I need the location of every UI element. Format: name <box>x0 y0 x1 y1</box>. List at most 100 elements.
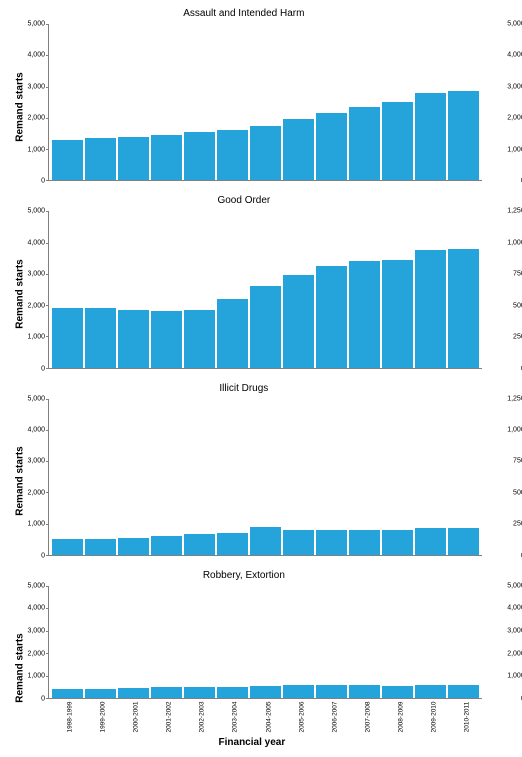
plot-column: 01,0002,0003,0004,0005,000 <box>502 24 522 189</box>
panel-body: 01,0002,0003,0004,0005,000 <box>486 24 522 189</box>
chart-panel: Other Threatening02505007501,0001,250 <box>486 381 522 564</box>
x-ticks: 1998-19991999-20002000-20012001-20022002… <box>48 699 482 737</box>
ylabel-slot: Remand starts <box>6 211 22 376</box>
y-tick-label: 2,000 <box>507 650 522 657</box>
plot-column: 01,0002,0003,0004,0005,000 <box>22 399 482 564</box>
bar <box>151 135 182 180</box>
bar <box>283 119 314 180</box>
bar <box>85 308 116 367</box>
y-ticks: 02505007501,0001,250 <box>502 211 522 368</box>
y-tick-label: 0 <box>41 178 45 185</box>
y-tick-label: 500 <box>513 302 522 309</box>
plot-row: 01,0002,0003,0004,0005,000 <box>22 586 482 699</box>
bar <box>349 107 380 180</box>
bar <box>448 249 479 368</box>
bar <box>85 539 116 555</box>
panel-footer-spacer <box>22 369 482 377</box>
y-tick-label: 250 <box>513 521 522 528</box>
y-tick-label: 2,000 <box>27 115 45 122</box>
ylabel-slot: Remand starts <box>6 586 22 751</box>
y-tick-label: 1,000 <box>27 521 45 528</box>
plot-column: 01,0002,0003,0004,0005,000 <box>22 24 482 189</box>
bar <box>349 261 380 367</box>
y-tick-label: 3,000 <box>507 628 522 635</box>
y-tick-label: 3,000 <box>27 628 45 635</box>
ylabel-slot <box>486 586 502 751</box>
bar <box>415 528 446 555</box>
chart-page: Assault and Intended HarmRemand starts01… <box>0 0 522 757</box>
bar <box>448 685 479 698</box>
y-tick-label: 750 <box>513 271 522 278</box>
bar <box>283 530 314 555</box>
y-ticks: 01,0002,0003,0004,0005,000 <box>502 24 522 181</box>
y-tick-label: 3,000 <box>27 271 45 278</box>
plot-row: 01,0002,0003,0004,0005,000 <box>22 211 482 368</box>
y-tick-mark <box>46 555 49 556</box>
bar <box>283 275 314 367</box>
panel-title: Assault and Intended Harm <box>6 6 482 24</box>
ylabel-slot <box>486 399 502 564</box>
bar <box>184 132 215 180</box>
y-tick-label: 5,000 <box>507 582 522 589</box>
bar <box>118 688 149 698</box>
panel-body: 01,0002,0003,0004,0005,0001998-19991999-… <box>486 586 522 751</box>
y-ticks: 01,0002,0003,0004,0005,000 <box>22 586 48 699</box>
panel-body: 02505007501,0001,250 <box>486 399 522 564</box>
bar <box>217 130 248 180</box>
bar <box>250 126 281 181</box>
x-axis-row: 1998-19991999-20002000-20012001-20022002… <box>502 699 522 737</box>
y-tick-label: 4,000 <box>27 239 45 246</box>
chart-panel: Burglary, Theft, Fraud01,0002,0003,0004,… <box>486 6 522 189</box>
y-tick-label: 5,000 <box>27 208 45 215</box>
chart-area <box>48 211 482 368</box>
bar <box>448 91 479 180</box>
y-tick-label: 1,000 <box>27 673 45 680</box>
bars-container <box>49 24 482 180</box>
chart-panel: Homicide and Related02505007501,0001,250 <box>486 193 522 376</box>
chart-area <box>48 24 482 181</box>
ylabel-slot: Remand starts <box>6 24 22 189</box>
y-tick-mark <box>46 368 49 369</box>
plot-row: 02505007501,0001,250 <box>502 211 522 368</box>
bar <box>151 311 182 367</box>
bar <box>382 686 413 698</box>
bar <box>349 685 380 698</box>
bar <box>217 299 248 368</box>
panel-footer-spacer <box>502 181 522 189</box>
y-tick-label: 4,000 <box>507 52 522 59</box>
panel-title: Good Order <box>6 193 482 211</box>
plot-column: 01,0002,0003,0004,0005,0001998-19991999-… <box>502 586 522 751</box>
bar <box>184 310 215 368</box>
y-ticks: 01,0002,0003,0004,0005,000 <box>22 399 48 556</box>
y-tick-label: 2,000 <box>27 650 45 657</box>
plot-row: 01,0002,0003,0004,0005,000 <box>502 24 522 181</box>
plot-column: 01,0002,0003,0004,0005,000 <box>22 211 482 376</box>
y-tick-label: 1,000 <box>507 146 522 153</box>
y-tick-label: 4,000 <box>27 52 45 59</box>
panel-title: Robbery, Extortion <box>6 568 482 586</box>
x-axis-label: Financial year <box>22 737 482 751</box>
panel-body: Remand starts01,0002,0003,0004,0005,000 <box>6 211 482 376</box>
plot-row: 01,0002,0003,0004,0005,000 <box>22 399 482 556</box>
y-tick-label: 1,000 <box>507 239 522 246</box>
y-tick-label: 500 <box>513 489 522 496</box>
bar <box>52 539 83 555</box>
plot-column: 02505007501,0001,250 <box>502 399 522 564</box>
bar <box>85 689 116 698</box>
ylabel-slot: Remand starts <box>6 399 22 564</box>
bar <box>217 533 248 555</box>
y-tick-label: 0 <box>41 696 45 703</box>
bar <box>118 137 149 181</box>
bar <box>184 687 215 698</box>
bar <box>52 689 83 698</box>
bar <box>85 138 116 180</box>
panel-footer-spacer <box>22 556 482 564</box>
bar <box>250 686 281 698</box>
plot-row: 01,0002,0003,0004,0005,000 <box>502 586 522 699</box>
bar <box>217 687 248 698</box>
chart-panel: Illicit DrugsRemand starts01,0002,0003,0… <box>6 381 482 564</box>
y-tick-label: 1,250 <box>507 208 522 215</box>
panel-body: Remand starts01,0002,0003,0004,0005,000 <box>6 24 482 189</box>
chart-panel: Good OrderRemand starts01,0002,0003,0004… <box>6 193 482 376</box>
x-axis-row: 1998-19991999-20002000-20012001-20022002… <box>22 699 482 737</box>
